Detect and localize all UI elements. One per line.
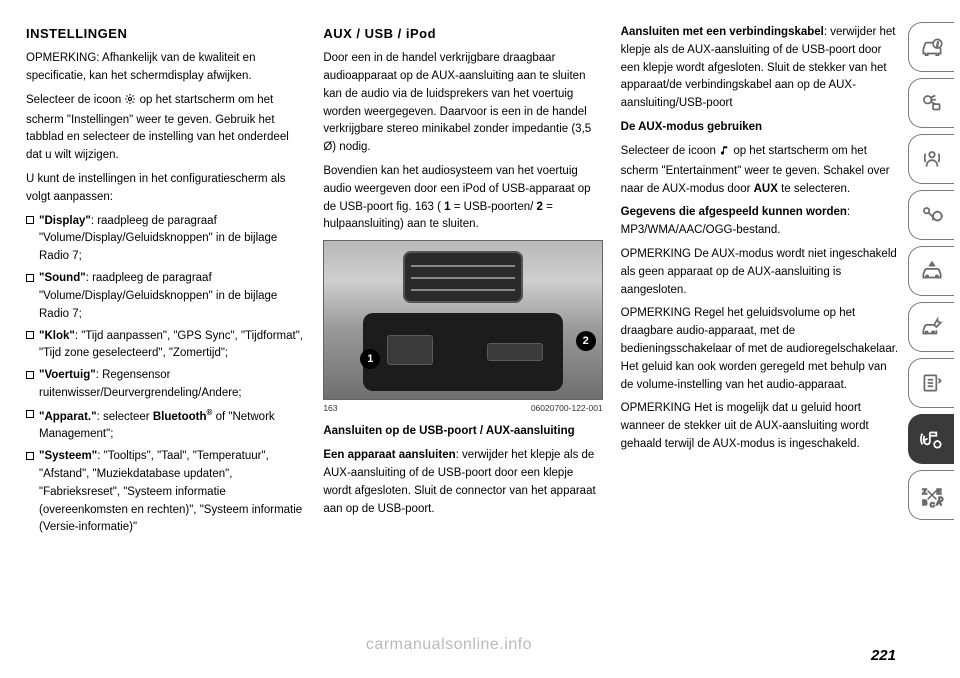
figure-caption: 163 06020700-122-001 xyxy=(323,402,602,415)
b6-text: : "Tooltips", "Taal", "Temperatuur", "Af… xyxy=(39,450,302,533)
bullet-apparat: "Apparat.": selecteer Bluetooth® of "Net… xyxy=(26,407,305,444)
svg-text:B: B xyxy=(922,498,927,507)
heading-instellingen: INSTELLINGEN xyxy=(26,24,305,44)
c1-p2: Selecteer de icoon op het startscherm om… xyxy=(26,92,305,165)
manual-page: INSTELLINGEN OPMERKING: Afhankelijk van … xyxy=(0,0,960,678)
b5-bt: Bluetooth® xyxy=(153,411,213,423)
aux-slot xyxy=(487,343,543,361)
tab-safety[interactable] xyxy=(908,134,954,184)
bullet-square-icon xyxy=(26,216,34,224)
tab-keys-controls[interactable] xyxy=(908,190,954,240)
content-columns: INSTELLINGEN OPMERKING: Afhankelijk van … xyxy=(0,0,908,678)
tab-emergency[interactable] xyxy=(908,246,954,296)
bullet-systeem: "Systeem": "Tooltips", "Taal", "Temperat… xyxy=(26,448,305,537)
bullet-sound: "Sound": raadpleeg de paragraaf "Volume/… xyxy=(26,270,305,323)
center-console xyxy=(363,313,563,391)
b3-label: "Klok" xyxy=(39,330,75,342)
air-vent xyxy=(403,251,523,303)
c3-sub3: Gegevens die afgespeeld kunnen worden: M… xyxy=(621,204,900,240)
bullet-square-icon xyxy=(26,410,34,418)
c2-p2: Bovendien kan het audiosysteem van het v… xyxy=(323,163,602,234)
bullet-apparat-text: "Apparat.": selecteer Bluetooth® of "Net… xyxy=(39,407,305,444)
column-3: Aansluiten met een verbindingskabel: ver… xyxy=(621,24,900,668)
column-1: INSTELLINGEN OPMERKING: Afhankelijk van … xyxy=(26,24,305,668)
c3-sub1: Aansluiten met een verbindingskabel: ver… xyxy=(621,24,900,113)
music-note-icon xyxy=(719,145,730,163)
b5-label: "Apparat." xyxy=(39,411,97,423)
c3-sub1-text: : verwijder het klepje als de AUX-aanslu… xyxy=(621,26,896,109)
dashboard-illustration: 1 2 xyxy=(324,241,601,399)
tab-index[interactable]: ZEBACD xyxy=(908,470,954,520)
callout-2: 2 xyxy=(576,331,596,351)
column-2: AUX / USB / iPod Door een in de handel v… xyxy=(323,24,602,668)
figure-number: 163 xyxy=(323,402,337,415)
svg-text:D: D xyxy=(938,497,943,504)
page-number: 221 xyxy=(871,647,896,664)
b5-bt-text: Bluetooth xyxy=(153,411,207,423)
figure-163: 1 2 xyxy=(323,240,602,400)
bullet-voertuig-text: "Voertuig": Regensensor ruitenwisser/Deu… xyxy=(39,367,305,403)
bullet-klok-text: "Klok": "Tijd aanpassen", "GPS Sync", "T… xyxy=(39,328,305,364)
c3-p5: OPMERKING Regel het geluidsvolume op het… xyxy=(621,305,900,394)
c3-p2a: Selecteer de icoon xyxy=(621,145,719,157)
c3-sub1-label: Aansluiten met een verbindingskabel xyxy=(621,26,824,38)
bullet-square-icon xyxy=(26,452,34,460)
c1-p2a: Selecteer de icoon xyxy=(26,94,124,106)
svg-text:C: C xyxy=(929,502,934,508)
bullet-square-icon xyxy=(26,371,34,379)
heading-aux-usb-ipod: AUX / USB / iPod xyxy=(323,24,602,44)
svg-text:E: E xyxy=(936,487,941,496)
c2-p1: Door een in de handel verkrijgbare draag… xyxy=(323,50,602,157)
c3-p6: OPMERKING Het is mogelijk dat u geluid h… xyxy=(621,400,900,453)
c3-p2: Selecteer de icoon op het startscherm om… xyxy=(621,143,900,198)
bullet-voertuig: "Voertuig": Regensensor ruitenwisser/Deu… xyxy=(26,367,305,403)
b6-label: "Systeem" xyxy=(39,450,97,462)
tab-specifications[interactable] xyxy=(908,358,954,408)
sidebar-tabs: i ZEBACD xyxy=(908,0,960,678)
tab-vehicle-info[interactable]: i xyxy=(908,22,954,72)
c3-p4: OPMERKING De AUX-modus wordt niet ingesc… xyxy=(621,246,900,299)
c3-sub2-heading: De AUX-modus gebruiken xyxy=(621,119,900,137)
bullet-sound-text: "Sound": raadpleeg de paragraaf "Volume/… xyxy=(39,270,305,323)
svg-text:Z: Z xyxy=(922,487,927,496)
b4-label: "Voertuig" xyxy=(39,369,96,381)
c2-sub2: Een apparaat aansluiten: verwijder het k… xyxy=(323,447,602,518)
tab-lights[interactable] xyxy=(908,78,954,128)
bullet-klok: "Klok": "Tijd aanpassen", "GPS Sync", "T… xyxy=(26,328,305,364)
gear-icon xyxy=(124,93,136,112)
c3-p2c: te selecteren. xyxy=(778,183,850,195)
b2-label: "Sound" xyxy=(39,272,86,284)
c2-sub2-label: Een apparaat aansluiten xyxy=(323,449,455,461)
c1-p3: U kunt de instellingen in het configurat… xyxy=(26,171,305,207)
b3-text: : "Tijd aanpassen", "GPS Sync", "Tijdfor… xyxy=(39,330,303,360)
c1-p1: OPMERKING: Afhankelijk van de kwaliteit … xyxy=(26,50,305,86)
tab-multimedia[interactable] xyxy=(908,414,954,464)
bullet-systeem-text: "Systeem": "Tooltips", "Taal", "Temperat… xyxy=(39,448,305,537)
figure-code: 06020700-122-001 xyxy=(531,402,603,415)
usb-port-slot xyxy=(387,335,433,365)
c2-p2b: = USB-poorten/ xyxy=(451,201,537,213)
c3-sub3-label: Gegevens die afgespeeld kunnen worden xyxy=(621,206,847,218)
b1-label: "Display" xyxy=(39,215,91,227)
bullet-square-icon xyxy=(26,274,34,282)
tab-maintenance[interactable] xyxy=(908,302,954,352)
bullet-square-icon xyxy=(26,331,34,339)
c3-p2-aux: AUX xyxy=(754,183,778,195)
bullet-display: "Display": raadpleeg de paragraaf "Volum… xyxy=(26,213,305,266)
b5-texta: : selecteer xyxy=(97,411,153,423)
bullet-display-text: "Display": raadpleeg de paragraaf "Volum… xyxy=(39,213,305,266)
c2-sub1: Aansluiten op de USB-poort / AUX-aanslui… xyxy=(323,423,602,441)
